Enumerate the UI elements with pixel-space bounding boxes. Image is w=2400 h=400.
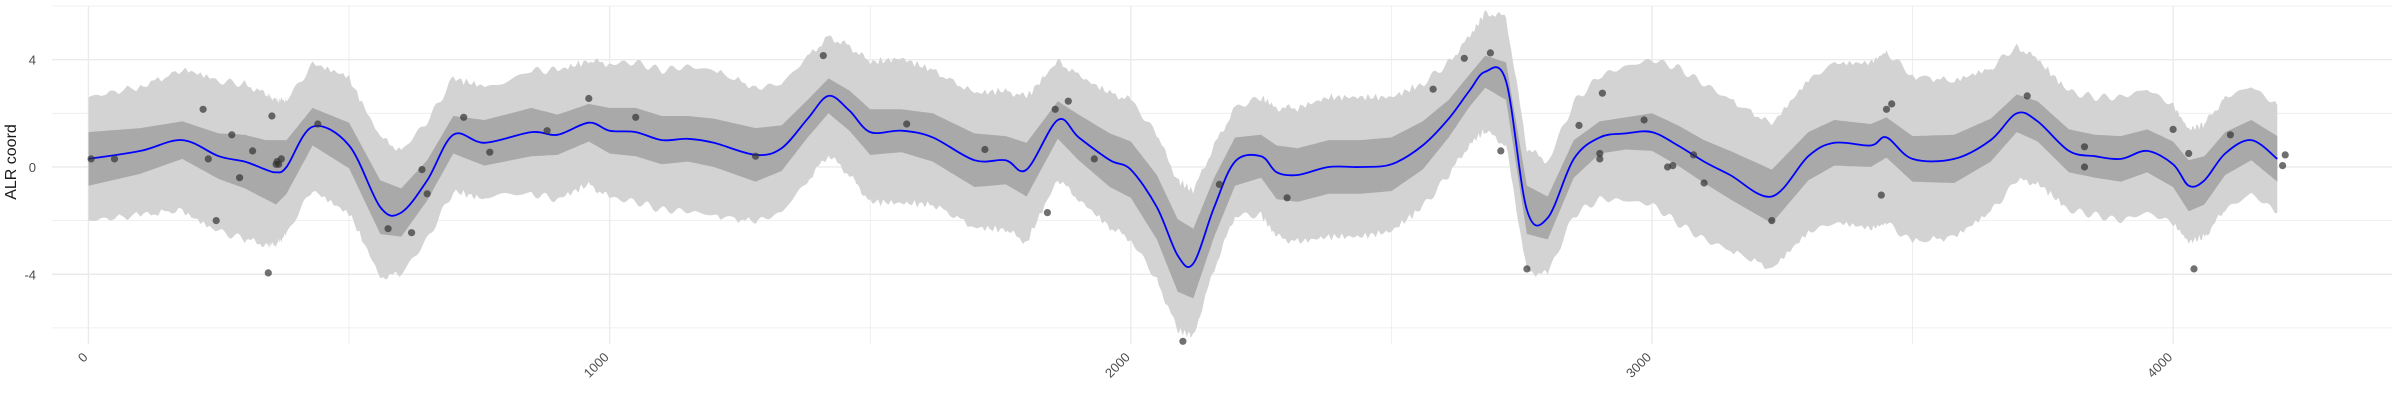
data-point xyxy=(585,94,593,103)
data-point xyxy=(2279,162,2287,170)
data-point xyxy=(418,166,426,174)
data-point xyxy=(249,147,257,155)
data-point xyxy=(2226,131,2234,139)
observation-points xyxy=(87,49,2289,345)
x-tick-label: 1000 xyxy=(581,350,612,381)
data-point xyxy=(1486,49,1494,57)
data-point xyxy=(1043,209,1051,217)
data-point xyxy=(1179,337,1187,345)
mean-line-layer xyxy=(88,66,2278,268)
x-tick-label: 0 xyxy=(75,350,91,366)
data-point xyxy=(408,229,416,237)
data-point xyxy=(212,217,220,225)
data-point xyxy=(423,190,431,198)
y-tick-label: -4 xyxy=(24,267,36,282)
data-point xyxy=(2190,265,2198,273)
data-point xyxy=(264,269,272,277)
data-point xyxy=(1523,265,1531,273)
data-point xyxy=(277,155,285,163)
data-point xyxy=(1596,155,1604,163)
data-point xyxy=(2169,125,2177,133)
data-point xyxy=(752,152,760,160)
data-point xyxy=(1598,89,1606,97)
data-point xyxy=(1690,151,1698,159)
data-point xyxy=(87,155,95,163)
data-point xyxy=(228,131,236,139)
data-point xyxy=(2185,149,2193,158)
y-tick-label: 4 xyxy=(29,53,36,68)
data-point xyxy=(981,145,989,154)
data-point xyxy=(2281,151,2289,159)
data-point xyxy=(1640,116,1648,124)
data-point xyxy=(314,120,322,128)
data-point xyxy=(1497,147,1505,155)
data-point xyxy=(1283,194,1291,202)
data-point xyxy=(199,105,207,113)
data-point xyxy=(1215,180,1223,188)
data-point xyxy=(204,155,212,163)
data-point xyxy=(1877,191,1885,199)
data-point xyxy=(384,225,392,233)
x-tick-label: 3000 xyxy=(1623,350,1654,381)
data-point xyxy=(2080,163,2089,171)
data-point xyxy=(1768,217,1776,225)
y-tick-label: 0 xyxy=(29,160,36,175)
data-point xyxy=(2080,143,2089,151)
data-point xyxy=(1575,121,1583,129)
data-point xyxy=(1669,162,1677,170)
data-point xyxy=(1064,97,1072,105)
data-point xyxy=(486,148,494,156)
data-point xyxy=(903,120,911,128)
data-point xyxy=(460,113,468,121)
data-point xyxy=(236,174,244,182)
data-point xyxy=(268,112,276,120)
y-axis-title: ALR coord xyxy=(3,124,20,200)
data-point xyxy=(1090,155,1098,163)
data-point xyxy=(543,127,551,135)
x-tick-label: 4000 xyxy=(2144,350,2175,381)
data-point xyxy=(1888,100,1896,108)
data-point xyxy=(1429,85,1437,93)
data-point xyxy=(1882,105,1891,113)
mean-line xyxy=(88,66,2278,268)
data-point xyxy=(2023,92,2031,100)
data-point xyxy=(819,52,827,60)
data-point xyxy=(110,155,119,163)
data-point xyxy=(1460,54,1468,62)
data-point xyxy=(1700,179,1708,187)
data-point xyxy=(1596,149,1604,158)
outer-credible-band xyxy=(88,10,2278,339)
data-point xyxy=(1051,105,1059,113)
data-point xyxy=(275,160,283,168)
x-tick-label: 2000 xyxy=(1102,350,1133,381)
data-point xyxy=(632,113,640,121)
